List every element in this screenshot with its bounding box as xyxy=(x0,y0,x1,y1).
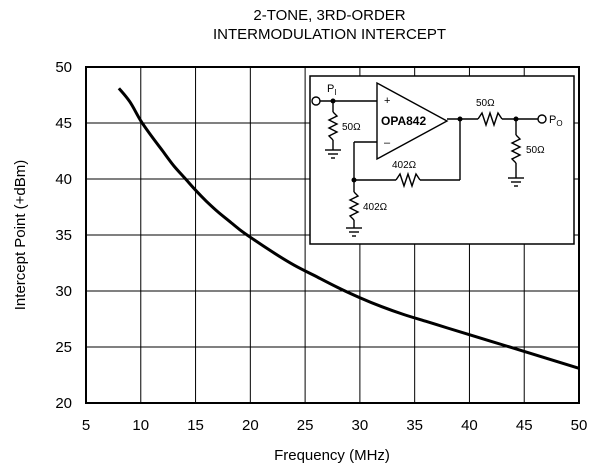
input-label: PI xyxy=(327,83,337,97)
x-tick-label: 10 xyxy=(132,417,149,434)
y-tick-label: 45 xyxy=(55,115,72,132)
node-dot xyxy=(351,177,357,183)
x-axis-label: Frequency (MHz) xyxy=(274,447,390,464)
x-tick-label: 25 xyxy=(297,417,314,434)
chart-title-line-1: 2-TONE, 3RD-ORDER xyxy=(253,7,406,24)
tick-labels: 5 10 15 20 25 30 35 40 45 50 20 25 30 35 40 45 50 xyxy=(55,59,587,434)
y-axis-label: Intercept Point (+dBm) xyxy=(12,160,29,310)
r-in-label: 50Ω xyxy=(342,122,361,133)
y-tick-label: 20 xyxy=(55,395,72,412)
y-tick-label: 30 xyxy=(55,283,72,300)
amp-plus: + xyxy=(384,95,390,107)
amp-label: OPA842 xyxy=(381,114,426,128)
circuit-wires xyxy=(320,81,538,237)
y-tick-label: 35 xyxy=(55,227,72,244)
r-load-label: 50Ω xyxy=(526,145,545,156)
y-tick-label: 50 xyxy=(55,59,72,76)
r-series-label: 50Ω xyxy=(476,98,495,109)
x-tick-label: 45 xyxy=(516,417,533,434)
amp-minus: – xyxy=(384,137,391,149)
output-terminal xyxy=(537,114,547,124)
x-tick-label: 30 xyxy=(352,417,369,434)
x-tick-label: 20 xyxy=(242,417,259,434)
y-tick-label: 25 xyxy=(55,339,72,356)
y-tick-label: 40 xyxy=(55,171,72,188)
x-tick-label: 50 xyxy=(571,417,588,434)
r-gain-label: 402Ω xyxy=(363,202,388,213)
circuit-inset: PI PO OPA842 + – 50Ω 50Ω 50Ω 402Ω 402Ω xyxy=(309,75,575,245)
chart-title-line-2: INTERMODULATION INTERCEPT xyxy=(212,26,447,43)
node-dot xyxy=(513,116,519,122)
series-line xyxy=(117,87,580,370)
output-label: PO xyxy=(549,114,563,128)
x-tick-label: 15 xyxy=(187,417,204,434)
x-tick-label: 35 xyxy=(406,417,423,434)
x-tick-label: 40 xyxy=(461,417,478,434)
input-terminal xyxy=(311,96,321,106)
r-feedback-label: 402Ω xyxy=(392,160,417,171)
x-tick-label: 5 xyxy=(82,417,90,434)
plot-frame xyxy=(85,66,580,404)
node-dot xyxy=(330,98,336,104)
node-dot xyxy=(457,116,463,122)
